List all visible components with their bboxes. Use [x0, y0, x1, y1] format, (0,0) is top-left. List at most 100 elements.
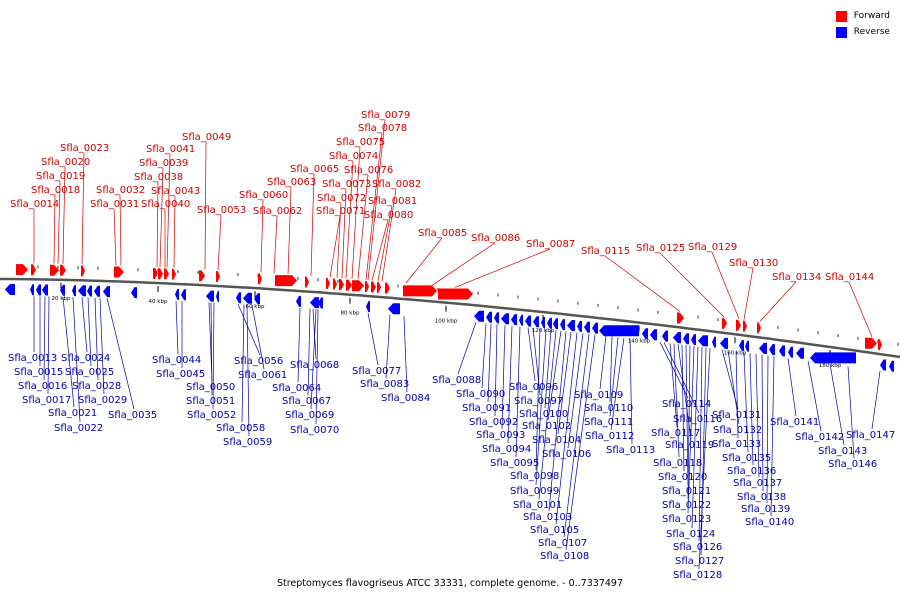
forward-gene-label: Sfla_0075	[336, 137, 385, 148]
reverse-gene-label: Sfla_0016	[18, 381, 67, 392]
reverse-gene-label: Sfla_0051	[186, 396, 235, 407]
reverse-leader	[743, 352, 749, 453]
reverse-leader	[547, 330, 562, 421]
legend-forward-label: Forward	[853, 11, 890, 21]
reverse-gene-label: Sfla_0025	[65, 367, 114, 378]
reverse-leader	[687, 345, 691, 500]
forward-gene	[365, 281, 369, 292]
reverse-gene	[567, 320, 575, 331]
reverse-gene	[525, 315, 531, 327]
forward-gene	[31, 264, 36, 276]
forward-gene-label: Sfla_0031	[90, 199, 139, 210]
forward-gene-label: Sfla_0043	[151, 186, 200, 197]
reverse-gene	[60, 284, 65, 296]
reverse-leader	[315, 309, 319, 425]
reverse-gene-label: Sfla_0122	[662, 500, 711, 511]
forward-gene	[339, 279, 344, 290]
reverse-leader	[94, 297, 99, 381]
reverse-leader	[787, 358, 797, 417]
reverse-leader	[385, 314, 391, 379]
forward-leader	[166, 153, 171, 268]
forward-gene-label: Sfla_0072	[317, 193, 366, 204]
reverse-gene-label: Sfla_0121	[662, 486, 711, 497]
reverse-gene-label: Sfla_0146	[828, 459, 877, 470]
reverse-gene	[103, 286, 110, 298]
reverse-gene	[243, 292, 252, 304]
forward-gene-label: Sfla_0129	[688, 242, 737, 253]
reverse-leader	[403, 315, 408, 393]
reverse-gene-label: Sfla_0110	[584, 403, 633, 414]
reverse-gene-label: Sfla_0052	[187, 410, 236, 421]
reverse-leader	[501, 325, 506, 430]
figure-caption: Streptomyces flavogriseus ATCC 33331, co…	[276, 578, 623, 589]
reverse-leader	[62, 296, 75, 408]
forward-gene	[60, 264, 66, 276]
forward-leader	[336, 202, 342, 278]
forward-gene	[158, 268, 163, 280]
forward-leader	[57, 180, 61, 264]
reverse-gene-label: Sfla_0097	[514, 396, 563, 407]
reverse-leader	[535, 329, 547, 486]
reverse-gene	[388, 303, 400, 315]
reverse-gene-label: Sfla_0077	[352, 366, 401, 377]
forward-leader	[604, 255, 681, 312]
reverse-gene	[642, 328, 648, 340]
reverse-gene-label: Sfla_0105	[530, 525, 579, 536]
reverse-leader	[700, 347, 707, 556]
reverse-gene	[5, 284, 15, 295]
reverse-leader	[685, 345, 689, 486]
reverse-leader	[494, 324, 498, 417]
forward-gene	[865, 337, 877, 349]
forward-leader	[711, 251, 740, 319]
forward-gene	[403, 285, 437, 297]
forward-leader	[119, 194, 122, 266]
reverse-gene	[683, 333, 689, 345]
reverse-leader	[681, 344, 685, 472]
reverse-gene-label: Sfla_0104	[532, 435, 581, 446]
forward-leader	[62, 166, 66, 264]
forward-gene-label: Sfla_0130	[729, 258, 778, 269]
forward-gene-label: Sfla_0076	[344, 165, 393, 176]
forward-leader	[351, 146, 361, 279]
reverse-gene	[78, 285, 86, 297]
reverse-leader	[735, 351, 739, 439]
forward-gene	[878, 339, 882, 351]
reverse-leader	[72, 297, 81, 423]
legend-reverse: Reverse	[835, 24, 890, 40]
reverse-leader	[43, 296, 46, 381]
reverse-gene-label: Sfla_0118	[653, 458, 702, 469]
forward-leader	[454, 248, 551, 288]
reverse-leader	[555, 332, 578, 525]
reverse-gene-label: Sfla_0112	[585, 431, 634, 442]
reverse-leader	[87, 297, 92, 367]
reverse-leader	[755, 353, 760, 478]
reverse-leader	[663, 342, 700, 414]
reverse-gene-label: Sfla_0056	[234, 356, 283, 367]
forward-leader	[367, 119, 386, 281]
reverse-gene-label: Sfla_0102	[522, 421, 571, 432]
reverse-gene-label: Sfla_0098	[510, 471, 559, 482]
forward-leader	[113, 208, 117, 266]
forward-leader	[310, 173, 315, 276]
reverse-gene	[206, 290, 214, 302]
tick-label: 60 kbp	[246, 304, 265, 310]
reverse-leader	[609, 337, 619, 417]
forward-gene	[16, 264, 28, 276]
reverse-leader	[212, 302, 215, 410]
tick-label: 20 kbp	[52, 296, 71, 302]
forward-gene	[333, 278, 337, 290]
reverse-gene	[474, 310, 484, 322]
reverse-gene	[712, 336, 716, 348]
forward-gene	[153, 267, 158, 279]
reverse-gene	[745, 340, 749, 352]
forward-gene	[757, 322, 761, 334]
forward-gene-label: Sfla_0032	[96, 185, 145, 196]
reverse-gene	[72, 285, 76, 297]
reverse-gene-label: Sfla_0021	[48, 408, 97, 419]
reverse-gene-label: Sfla_0138	[737, 492, 786, 503]
forward-leader	[371, 219, 389, 281]
reverse-leader	[310, 309, 317, 410]
forward-leader	[173, 195, 176, 268]
forward-gene-label: Sfla_0060	[239, 190, 288, 201]
